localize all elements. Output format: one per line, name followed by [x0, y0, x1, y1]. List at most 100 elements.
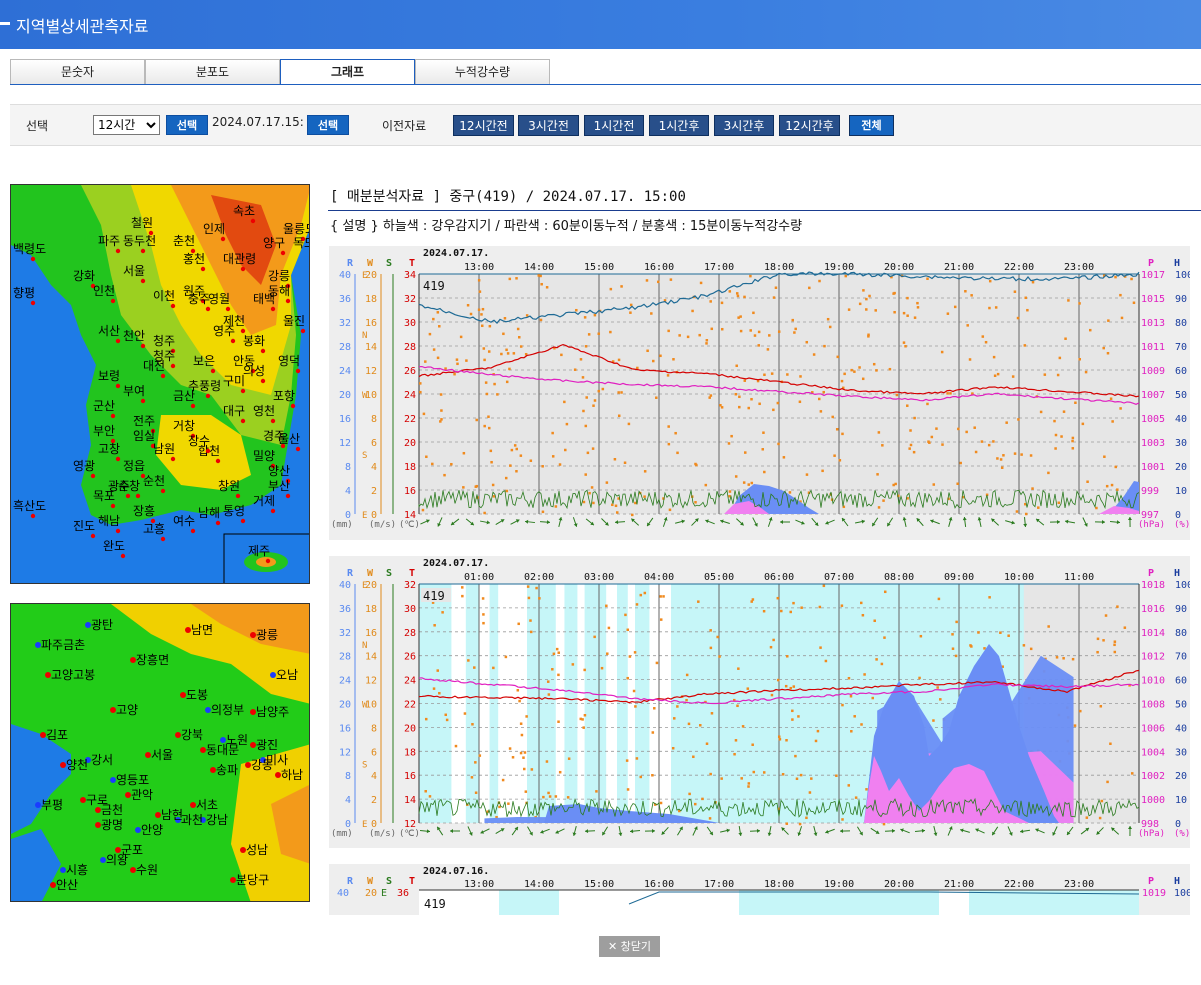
wind-dir-dot: [709, 394, 713, 397]
tab-distribution[interactable]: 분포도: [145, 59, 280, 85]
wind-dir-dot: [946, 312, 950, 315]
wind-dir-dot: [882, 499, 885, 502]
wind-dir-dot: [453, 372, 456, 376]
datetime-select-button[interactable]: 선택: [307, 115, 349, 135]
wind-dir-dot: [757, 344, 761, 347]
station-bg: [421, 278, 451, 292]
map1-station-dot: [240, 328, 246, 334]
wind-dir-dot: [424, 360, 427, 363]
wind-dir-dot: [791, 318, 794, 322]
nav-1h-before-button[interactable]: 1시간전: [584, 115, 644, 136]
wind-arrow-head: [768, 517, 773, 521]
wind-dir-dot: [772, 408, 775, 412]
wind-dir-dot: [607, 626, 611, 630]
wind-dir-dot: [988, 596, 991, 599]
wind-arrow-icon: [630, 518, 640, 526]
wind-dir-dot: [474, 791, 478, 794]
map1-label: 대구: [223, 404, 245, 418]
map1-station-dot: [295, 368, 301, 374]
wind-arrow-head: [902, 517, 907, 521]
wind-dir-dot: [842, 505, 846, 509]
jeju-peak: [256, 557, 276, 567]
axis-letter-W: W: [367, 568, 374, 579]
wind-arrow-icon: [902, 517, 907, 527]
no-rain-band: [478, 584, 490, 823]
y-tick-R: 32: [339, 628, 351, 639]
axis-unit: (mm): [331, 829, 353, 839]
y-tick-T: 36: [397, 888, 409, 899]
wind-dir-dot: [955, 620, 958, 624]
wind-dir-dot: [1005, 421, 1008, 424]
wind-dir-dot: [1031, 280, 1035, 284]
x-tick-label: 10:00: [1004, 572, 1034, 583]
wind-arrow-head: [1127, 517, 1132, 521]
map1-label: 거창: [173, 419, 195, 433]
nav-3h-before-button[interactable]: 3시간전: [518, 115, 579, 136]
wind-dir-dot: [858, 302, 862, 306]
seoul-area-map[interactable]: 광탄 남면 광릉 파주금촌 장흥면 고양고봉 오남 도봉 고양 의정부 남양주 김포 노원 서울 강북 강서 동…: [10, 603, 310, 902]
wind-dir-dot: [853, 715, 856, 718]
wind-dir-dot: [740, 777, 743, 780]
wind-arrow-head: [1008, 832, 1013, 836]
wind-dir-dot: [590, 486, 594, 489]
map2-station-dot: [130, 657, 136, 663]
map2-station-dot: [110, 707, 116, 713]
wind-dir-dot: [1029, 647, 1033, 651]
map1-label: 보은: [193, 354, 215, 368]
wind-dir-dot: [539, 274, 542, 278]
y-tick-H: 50: [1175, 700, 1187, 711]
graph-2-svg: R W S T P H 2024.07.17. 01:00 02:00 03:00 04:00 05:…: [331, 558, 1190, 839]
wind-dir-dot: [623, 461, 627, 465]
nav-3h-after-button[interactable]: 3시간후: [714, 115, 774, 136]
nav-1h-after-button[interactable]: 1시간후: [649, 115, 709, 136]
y-tick-R: 20: [339, 390, 351, 401]
map2-label: 강남: [206, 813, 228, 827]
map2-label: 구로: [86, 793, 108, 807]
map2-label: 서울: [151, 748, 173, 762]
tab-accumulated-rain[interactable]: 누적강수량: [415, 59, 550, 85]
wind-dir-dot: [930, 435, 934, 439]
wind-dir-dot: [888, 367, 892, 371]
map1-label: 천안: [123, 328, 145, 343]
wind-dir-dot: [1055, 656, 1059, 659]
y-tick-W: 16: [365, 318, 377, 329]
wind-dir-dot: [634, 501, 637, 505]
wind-dir-dot: [620, 285, 623, 288]
map1-station-dot: [300, 236, 306, 242]
x-tick-label: 21:00: [944, 879, 974, 890]
wind-dir-dot: [708, 817, 712, 820]
wind-dir-dot: [480, 313, 483, 316]
datetime-input[interactable]: 2024.07.17.15:00: [211, 115, 303, 135]
wind-arrow-icon: [1023, 516, 1028, 528]
period-select-button[interactable]: 선택: [166, 115, 208, 135]
wind-arrow-icon: [662, 517, 668, 527]
y-tick-W: 18: [365, 294, 377, 305]
wind-dir-dot: [770, 693, 774, 697]
wind-dir-dot: [653, 707, 656, 710]
map2-station-dot: [115, 847, 121, 853]
wind-dir-dot: [753, 334, 757, 337]
y-tick-T: 20: [404, 438, 416, 449]
wind-dir-dot: [865, 308, 868, 311]
nav-12h-after-button[interactable]: 12시간후: [779, 115, 840, 136]
tab-numbers[interactable]: 문숫자: [10, 59, 145, 85]
wind-dir-dot: [672, 358, 675, 361]
period-select[interactable]: 12시간: [93, 115, 160, 135]
x-tick-label: 04:00: [644, 572, 674, 583]
map2-station-dot: [250, 709, 256, 715]
y-tick-T: 22: [404, 414, 416, 425]
nav-12h-before-button[interactable]: 12시간전: [453, 115, 514, 136]
wind-dir-dot: [477, 279, 481, 282]
wind-dir-dot: [736, 704, 739, 708]
map1-station-dot: [285, 283, 291, 289]
wind-dir-dot: [829, 493, 832, 496]
tab-graph[interactable]: 그래프: [280, 59, 415, 85]
wind-arrow-head: [480, 830, 485, 834]
wind-arrow-head: [887, 522, 891, 527]
close-window-button[interactable]: ✕ 창닫기: [599, 936, 660, 957]
wind-dir-dot: [833, 454, 836, 457]
all-button[interactable]: 전체: [849, 115, 894, 136]
wind-dir-dot: [794, 327, 797, 331]
wind-dir-dot: [743, 379, 747, 382]
